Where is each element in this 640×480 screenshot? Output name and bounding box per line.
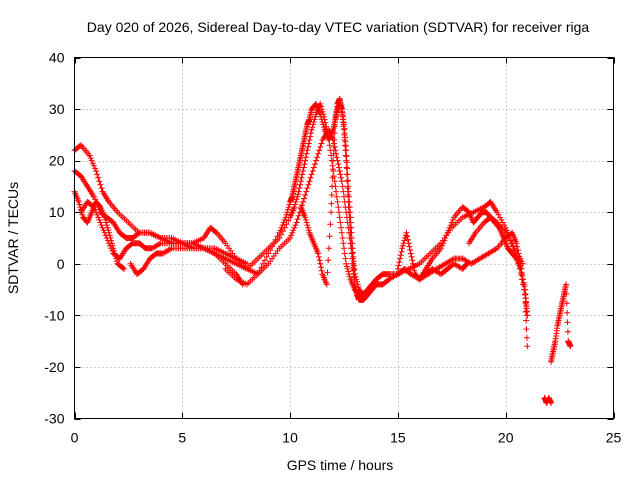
series-arc-10 <box>466 214 526 267</box>
y-tick-label: -20 <box>44 359 64 375</box>
series-arc-11 <box>541 394 554 406</box>
x-tick-label: 5 <box>178 430 186 446</box>
chart-title: Day 020 of 2026, Sidereal Day-to-day VTE… <box>87 19 590 35</box>
y-tick-label: -10 <box>44 307 64 323</box>
data-points <box>71 95 574 406</box>
y-tick-label: 40 <box>49 50 65 66</box>
x-tick-label: 10 <box>282 430 298 446</box>
y-tick-label: 0 <box>57 256 65 272</box>
x-tick-label: 15 <box>390 430 406 446</box>
x-tick-labels: 0 5 10 15 20 25 <box>71 430 622 446</box>
x-tick-label: 20 <box>498 430 514 446</box>
x-tick-label: 25 <box>606 430 622 446</box>
series-arc-9 <box>416 260 470 283</box>
y-tick-label: 30 <box>49 101 65 117</box>
axis-ticks <box>74 57 615 420</box>
y-axis-label: SDTVAR / TECUs <box>5 182 21 294</box>
series-arc-12 <box>548 281 574 365</box>
x-axis-label: GPS time / hours <box>287 457 394 473</box>
y-tick-label: 10 <box>49 204 65 220</box>
y-tick-labels: -30 -20 -10 0 10 20 30 40 <box>44 50 64 427</box>
y-tick-label: 20 <box>49 153 65 169</box>
y-tick-label: -30 <box>44 411 64 427</box>
plot-frame <box>74 57 614 419</box>
x-tick-label: 0 <box>71 430 79 446</box>
